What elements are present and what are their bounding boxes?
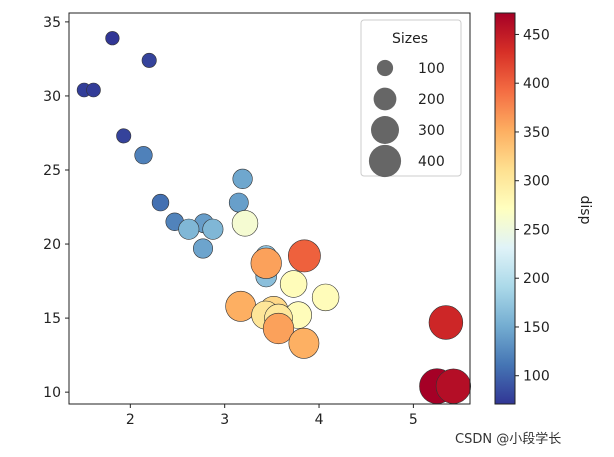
x-tick-label: 3 [220, 412, 229, 428]
data-point [311, 283, 340, 312]
size-legend: Sizes 100 200 300 400 [360, 19, 462, 178]
legend-entries: 100 200 300 400 [368, 59, 445, 178]
data-point [151, 193, 170, 212]
legend-label: 400 [418, 154, 445, 170]
axes-border [68, 12, 471, 405]
watermark-text: CSDN @小段学长 [455, 432, 562, 447]
y-tick-label: 20 [43, 237, 61, 253]
colorbar-tick-label: 200 [523, 271, 550, 287]
colorbar-tick-label: 400 [523, 76, 550, 92]
legend-marker [373, 87, 397, 111]
data-point [287, 239, 321, 273]
x-tick-label: 5 [409, 412, 418, 428]
data-point [193, 238, 214, 259]
data-point [232, 168, 253, 189]
colorbar-tick-label: 300 [523, 174, 550, 190]
colorbar-tick-label: 450 [523, 27, 550, 43]
legend-label: 300 [418, 123, 445, 139]
data-point [86, 82, 101, 98]
y-tick-label: 30 [43, 89, 61, 105]
data-point [231, 210, 259, 237]
y-tick-label: 35 [43, 15, 61, 31]
x-tick-label: 4 [315, 412, 324, 428]
data-point [428, 305, 464, 340]
data-point [435, 368, 472, 404]
legend-title: Sizes [392, 31, 428, 47]
y-tick-label: 25 [43, 163, 61, 179]
colorbar-gradient [494, 12, 516, 405]
colorbar-tick-label: 250 [523, 222, 550, 238]
data-point [288, 327, 320, 359]
legend-label: 100 [418, 61, 445, 77]
legend-marker [368, 144, 402, 178]
x-axis-ticks: 2 3 4 5 [126, 404, 418, 428]
points-layer [76, 31, 472, 405]
colorbar-label: disp [577, 196, 593, 225]
data-point [250, 247, 282, 279]
colorbar-tick-label: 150 [523, 320, 550, 336]
x-tick-label: 2 [126, 412, 135, 428]
data-point [178, 218, 200, 240]
data-point [134, 146, 153, 165]
data-point [225, 290, 257, 322]
legend-label: 200 [418, 92, 445, 108]
data-point [228, 192, 249, 213]
legend-marker [371, 116, 399, 144]
data-point [202, 218, 224, 240]
legend-marker [376, 59, 394, 77]
colorbar-ticks: 100 150 200 250 300 350 400 450 [515, 27, 550, 385]
y-axis-ticks: 10 15 20 25 30 35 [43, 15, 69, 401]
data-point [262, 312, 295, 345]
colorbar-tick-label: 100 [523, 369, 550, 385]
colorbar-tick-label: 350 [523, 125, 550, 141]
y-tick-label: 15 [43, 311, 61, 327]
data-point [116, 128, 132, 144]
data-point [105, 31, 120, 46]
data-point [141, 52, 157, 68]
colorbar: 100 150 200 250 300 350 400 450 disp [494, 12, 593, 405]
y-tick-label: 10 [43, 385, 61, 401]
data-point [279, 270, 308, 298]
